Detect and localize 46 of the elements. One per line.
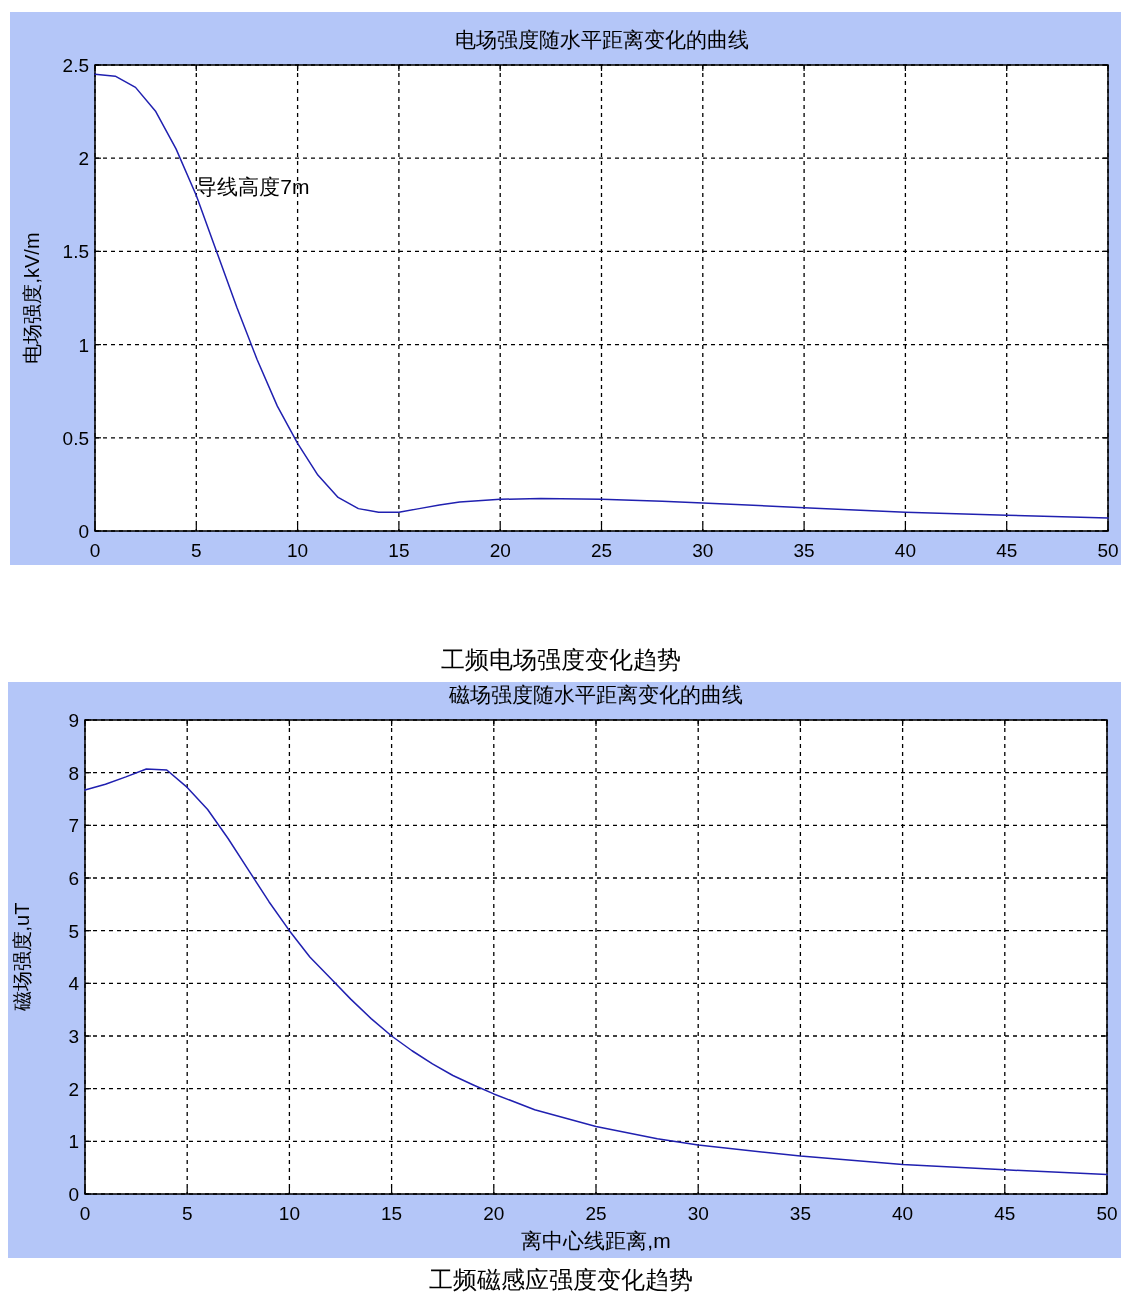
x-tick-label: 15 [381, 1203, 403, 1224]
x-tick-label: 15 [388, 540, 410, 561]
y-axis-title: 电场强度,kV/m [21, 232, 43, 364]
y-tick-label: 3 [68, 1026, 79, 1047]
x-tick-label: 10 [278, 1203, 300, 1224]
y-tick-label: 0 [78, 521, 89, 542]
y-tick-label: 0.5 [62, 427, 89, 449]
text: 工频电场强度变化趋势 [440, 647, 681, 673]
x-tick-label: 20 [489, 540, 511, 561]
y-tick-label: 7 [68, 815, 79, 837]
x-tick-label: 20 [483, 1203, 505, 1224]
y-tick-label: 2 [68, 1078, 79, 1100]
x-tick-label: 30 [687, 1203, 709, 1224]
text: 工频磁感应强度变化趋势 [428, 1267, 693, 1292]
y-tick-label: 0 [68, 1184, 79, 1205]
x-tick-label: 45 [994, 1203, 1016, 1224]
x-tick-label: 45 [996, 540, 1018, 561]
y-tick-label: 6 [68, 868, 79, 889]
y-tick-label: 1.5 [62, 241, 89, 263]
chart-title: 磁场强度随水平距离变化的曲线 [448, 683, 743, 706]
y-tick-label: 4 [68, 973, 80, 995]
line-series [84, 768, 1108, 1176]
x-tick-label: 25 [585, 1203, 607, 1224]
y-tick-label: 2.5 [62, 55, 89, 76]
x-tick-label: 5 [181, 1203, 193, 1224]
x-tick-label: 30 [692, 540, 714, 561]
chart-title: 电场强度随水平距离变化的曲线 [454, 28, 749, 51]
y-tick-label: 5 [68, 920, 79, 942]
y-axis-title: 磁场强度,uT [11, 902, 33, 1013]
line-series [94, 73, 1109, 519]
y-tick-label: 8 [68, 762, 79, 784]
x-axis-title: 离中心线距离,m [521, 1229, 671, 1252]
y-tick-label: 1 [78, 334, 89, 356]
x-tick-label: 40 [894, 540, 916, 561]
x-tick-label: 10 [287, 540, 309, 561]
x-tick-label: 35 [789, 1203, 811, 1224]
x-tick-label: 50 [1097, 540, 1119, 561]
annotation: 导线高度7m [196, 175, 310, 199]
x-tick-label: 5 [191, 540, 202, 561]
y-tick-label: 1 [68, 1131, 79, 1153]
y-tick-label: 2 [78, 148, 89, 170]
x-tick-label: 25 [590, 540, 613, 561]
x-tick-label: 40 [892, 1203, 914, 1224]
x-tick-label: 50 [1096, 1203, 1118, 1224]
x-tick-label: 35 [793, 540, 815, 561]
y-tick-label: 9 [68, 710, 79, 731]
